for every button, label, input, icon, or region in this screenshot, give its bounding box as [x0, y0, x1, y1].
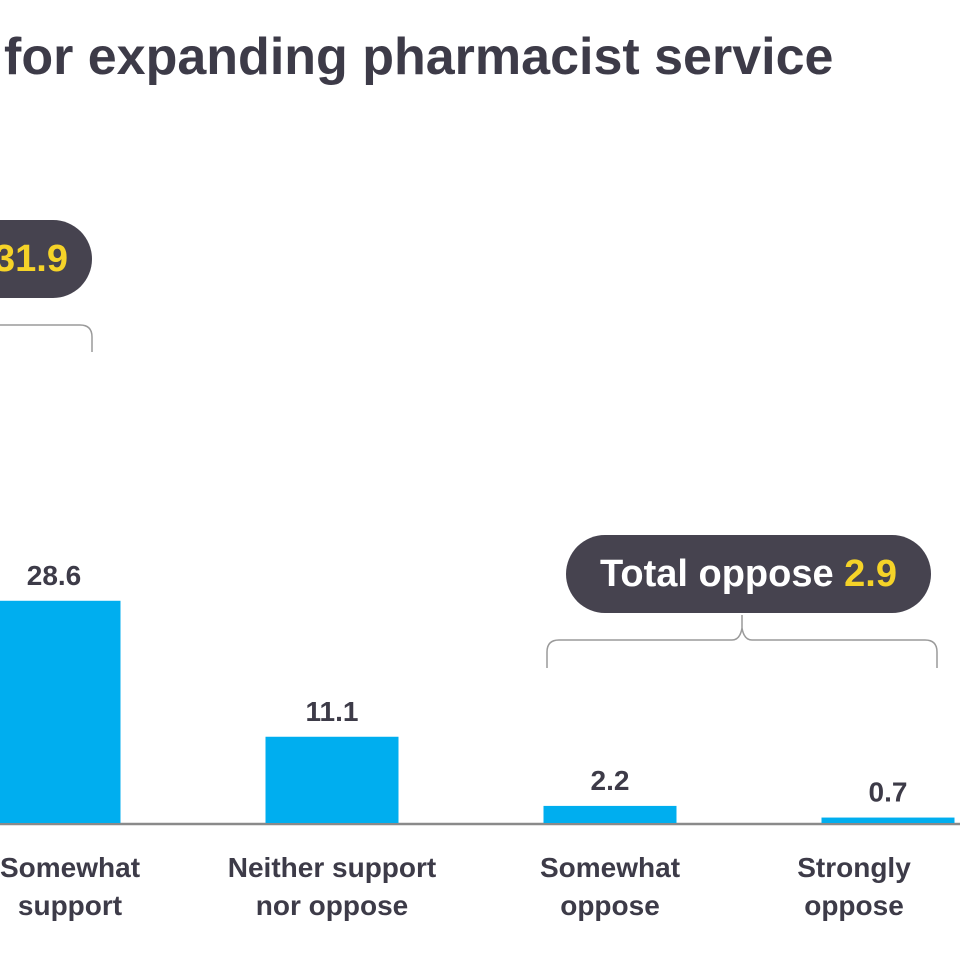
category-label: Somewhat support: [0, 849, 140, 925]
data-label: 11.1: [306, 696, 359, 727]
chart-title: for expanding pharmacist service: [4, 28, 834, 86]
bar: [821, 817, 955, 823]
category-label: Somewhat oppose: [470, 849, 750, 925]
bar: [0, 600, 121, 823]
category-label: Neither support nor oppose: [192, 849, 472, 925]
total-oppose-value: 2.9: [844, 552, 897, 595]
category-label-line: nor oppose: [255, 890, 409, 921]
total-oppose-label: Total oppose: [599, 552, 834, 595]
total-support-value: 31.9: [0, 237, 68, 280]
bar: [265, 736, 399, 823]
category-label-line: Strongly oppose: [797, 852, 911, 921]
category-label-line: Neither support: [227, 852, 437, 883]
total-support-badge: 31.9: [0, 220, 92, 298]
data-label: 2.2: [591, 765, 630, 796]
oppose-bracket: [546, 615, 938, 668]
bar: [543, 805, 677, 823]
data-label: 0.7: [869, 777, 908, 808]
category-label-line: Somewhat: [0, 852, 141, 883]
support-bracket: [0, 324, 93, 352]
total-oppose-badge: Total oppose 2.9: [566, 535, 931, 613]
category-label: Strongly oppose: [748, 849, 960, 925]
category-label-line: Somewhat: [539, 852, 681, 883]
category-label-line: support: [17, 890, 123, 921]
data-label: 28.6: [27, 560, 82, 591]
category-label-line: oppose: [560, 890, 660, 921]
